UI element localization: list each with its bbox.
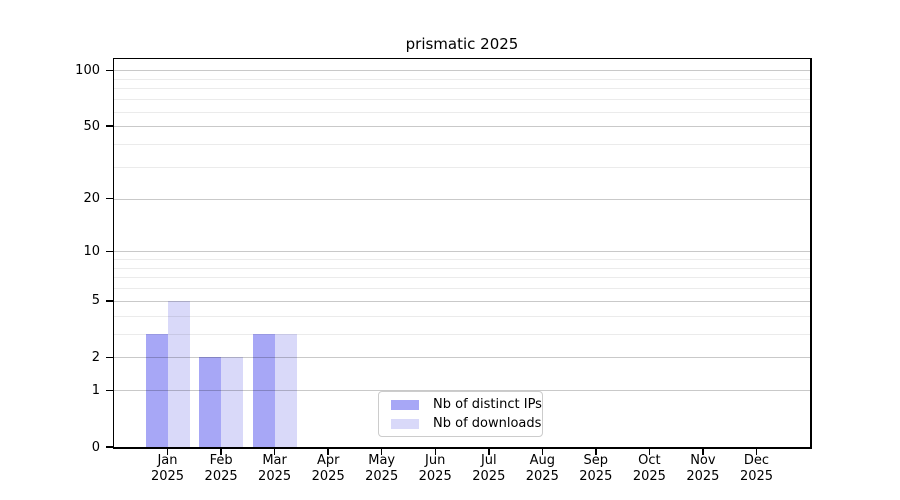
x-tick-label: Jan 2025 [150,453,185,484]
x-axis-tick [595,448,597,455]
minor-gridline [114,267,810,269]
y-tick-label: 50 [83,118,100,134]
y-axis-tick [105,389,113,392]
major-gridline [114,198,810,200]
x-axis-tick [648,448,651,455]
minor-gridline [114,88,810,90]
x-tick-label: May 2025 [365,453,399,484]
y-axis-tick [105,69,113,72]
y-axis-tick [105,300,113,302]
x-tick-label: Feb 2025 [204,453,238,484]
minor-gridline [114,259,810,261]
x-axis-tick [327,448,329,455]
x-tick-label: Nov 2025 [686,453,720,484]
x-tick-label: Oct 2025 [632,453,666,484]
minor-gridline [114,277,810,279]
x-tick-label: Jul 2025 [472,453,506,484]
y-tick-label: 100 [75,62,100,78]
minor-gridline [114,333,810,335]
major-gridline [114,390,810,392]
legend-label-downloads: Nb of downloads [433,416,542,431]
legend-swatch-distinct-ips [391,399,419,410]
major-gridline [114,300,810,302]
bar-downloads-mar [274,333,297,447]
minor-gridline [114,288,810,290]
plot-area [114,59,810,447]
x-tick-label: Jun 2025 [418,453,452,484]
minor-gridline [114,315,810,317]
major-gridline [114,357,810,359]
minor-gridline [114,99,810,101]
legend: Nb of distinct IPs Nb of downloads [378,391,543,437]
bar-distinct-ips-jan [145,333,168,447]
minor-gridline [114,78,810,80]
x-axis-tick [273,448,276,455]
y-axis-tick [105,250,113,252]
y-tick-label: 2 [91,349,100,365]
plot-border-bottom [112,447,812,449]
x-axis-tick [220,448,222,455]
x-axis-tick [434,448,436,455]
legend-item-distinct-ips: Nb of distinct IPs [391,397,542,412]
legend-label-distinct-ips: Nb of distinct IPs [433,397,542,412]
minor-gridline [114,143,810,145]
bar-downloads-jan [167,300,190,447]
x-tick-label: Aug 2025 [525,453,559,484]
x-tick-label: Apr 2025 [311,453,345,484]
major-gridline [114,70,810,72]
plot-border-right [810,59,812,447]
legend-swatch-downloads [391,418,419,429]
plot-border-top [112,57,812,59]
x-tick-label: Dec 2025 [739,453,774,484]
y-axis-tick [105,356,113,359]
major-gridline [114,251,810,253]
x-axis-tick [541,448,544,455]
y-axis-tick [105,125,113,127]
y-axis-tick [105,197,113,200]
x-axis-tick [488,448,490,455]
bar-distinct-ips-mar [252,333,275,447]
minor-gridline [114,111,810,113]
x-axis-tick [380,448,383,455]
y-tick-label: 20 [83,191,100,206]
bar-distinct-ips-feb [199,357,222,447]
chart-title: prismatic 2025 [405,35,519,53]
y-tick-label: 1 [91,382,100,398]
legend-item-downloads: Nb of downloads [391,416,542,431]
x-axis-tick [755,448,758,455]
y-tick-label: 5 [91,293,100,309]
x-tick-label: Sep 2025 [579,453,613,484]
plot-border-left [112,59,114,447]
y-tick-label: 0 [91,439,100,455]
x-axis-tick [166,448,169,455]
x-axis-tick [702,448,704,455]
y-tick-label: 10 [83,243,100,259]
bar-downloads-feb [221,357,244,447]
minor-gridline [114,166,810,168]
y-axis-tick [105,446,113,448]
major-gridline [114,126,810,128]
x-tick-label: Mar 2025 [258,453,292,484]
